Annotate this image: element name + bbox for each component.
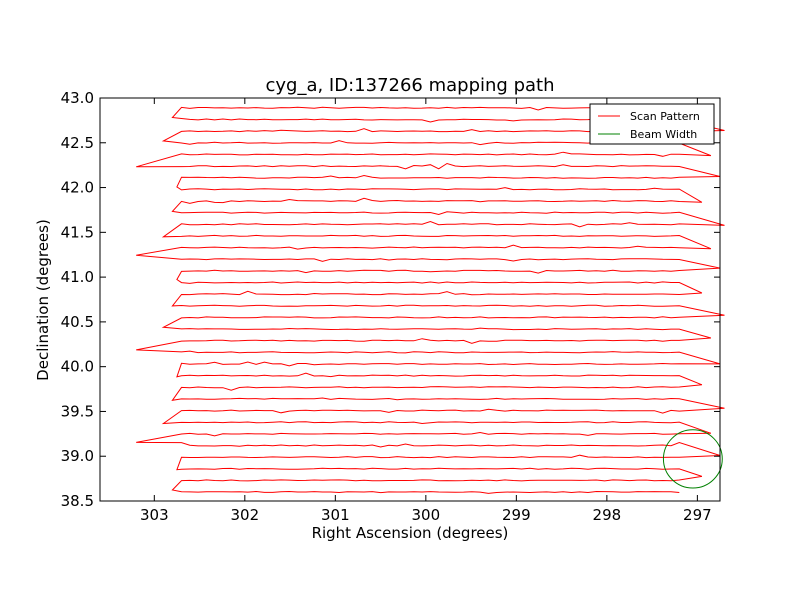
x-tick-label: 302	[230, 506, 259, 524]
y-tick-label: 40.0	[61, 358, 94, 376]
axis-ticks: 303 302 301 300 299 298 297 38.5 39.0 39.5 40.0 40.…	[61, 89, 720, 524]
y-tick-label: 42.5	[61, 134, 94, 152]
y-axis-label: Declination (degrees)	[34, 219, 52, 381]
x-tick-label: 300	[412, 506, 441, 524]
y-tick-label: 41.5	[61, 223, 94, 241]
y-tick-label: 39.0	[61, 447, 94, 465]
legend: Scan Pattern Beam Width	[589, 103, 715, 145]
x-tick-label: 297	[683, 506, 712, 524]
plot-frame	[99, 97, 721, 502]
y-tick-label: 38.5	[61, 492, 94, 510]
x-tick-label: 303	[140, 506, 169, 524]
legend-label-scan-pattern: Scan Pattern	[630, 110, 700, 123]
y-tick-label: 40.5	[61, 313, 94, 331]
y-tick-label: 39.5	[61, 402, 94, 420]
legend-box	[589, 103, 715, 145]
y-tick-label: 42.0	[61, 179, 94, 197]
scan-pattern-line	[136, 106, 725, 494]
plot-area	[136, 106, 725, 494]
y-tick-label: 41.0	[61, 268, 94, 286]
legend-label-beam-width: Beam Width	[630, 128, 697, 141]
chart-title: cyg_a, ID:137266 mapping path	[265, 75, 554, 96]
x-tick-label: 301	[321, 506, 350, 524]
beam-width-circle	[662, 429, 723, 489]
x-axis-label: Right Ascension (degrees)	[312, 524, 509, 542]
x-tick-label: 299	[502, 506, 531, 524]
y-tick-label: 43.0	[61, 89, 94, 107]
x-tick-label: 298	[593, 506, 622, 524]
